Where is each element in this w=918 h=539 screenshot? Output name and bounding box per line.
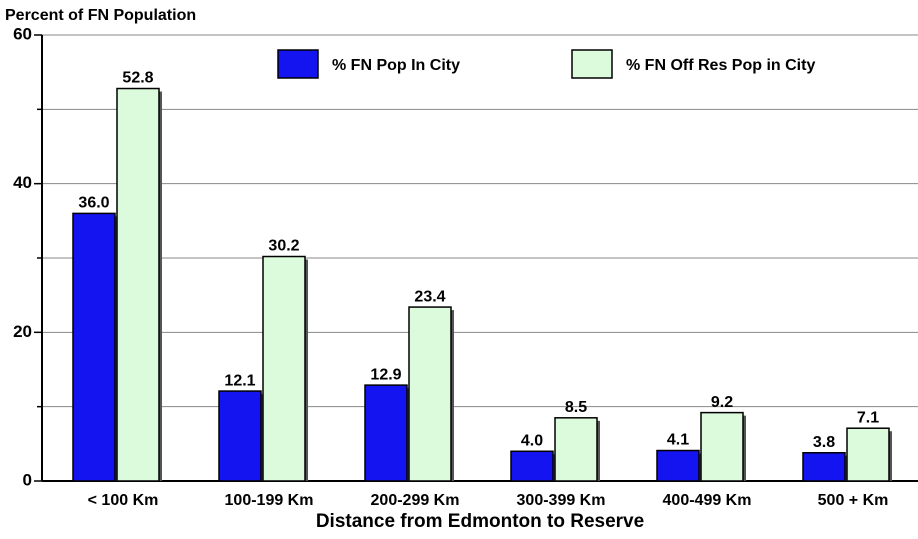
value-label: 9.2 xyxy=(711,394,733,411)
chart-title: Percent of FN Population xyxy=(5,7,196,24)
value-label: 36.0 xyxy=(78,195,109,212)
value-label: 3.8 xyxy=(813,434,835,451)
x-tick-label: 500 + Km xyxy=(818,492,889,509)
legend-label: % FN Off Res Pop in City xyxy=(626,57,815,74)
legend-label: % FN Pop In City xyxy=(332,57,460,74)
x-tick-label: 300-399 Km xyxy=(517,492,606,509)
bar xyxy=(846,427,890,482)
bar xyxy=(510,450,554,482)
value-label: 4.1 xyxy=(667,432,689,449)
bar xyxy=(72,212,116,482)
y-tick-label: 60 xyxy=(13,24,32,43)
x-tick-label: < 100 Km xyxy=(88,492,159,509)
value-label: 12.9 xyxy=(370,366,401,383)
bar xyxy=(656,449,700,482)
bar xyxy=(116,87,160,482)
legend-swatch xyxy=(571,49,613,79)
x-tick-label: 400-499 Km xyxy=(663,492,752,509)
y-tick-label: 20 xyxy=(13,322,32,341)
value-label: 7.1 xyxy=(857,409,879,426)
value-label: 30.2 xyxy=(268,238,299,255)
x-tick-label: 200-299 Km xyxy=(371,492,460,509)
x-axis-label: Distance from Edmonton to Reserve xyxy=(316,511,644,532)
bar xyxy=(364,384,408,482)
y-tick-label: 0 xyxy=(23,470,32,489)
bar xyxy=(408,306,452,482)
value-label: 8.5 xyxy=(565,399,587,416)
x-tick-label: 100-199 Km xyxy=(225,492,314,509)
value-label: 4.0 xyxy=(521,432,543,449)
bar xyxy=(700,411,744,482)
y-tick-label: 40 xyxy=(13,173,32,192)
bar xyxy=(218,390,262,482)
value-label: 12.1 xyxy=(224,372,255,389)
value-label: 52.8 xyxy=(122,70,153,87)
bar xyxy=(802,452,846,482)
bar xyxy=(554,417,598,482)
legend-swatch xyxy=(277,49,319,79)
value-label: 23.4 xyxy=(414,288,445,305)
bar xyxy=(262,255,306,482)
